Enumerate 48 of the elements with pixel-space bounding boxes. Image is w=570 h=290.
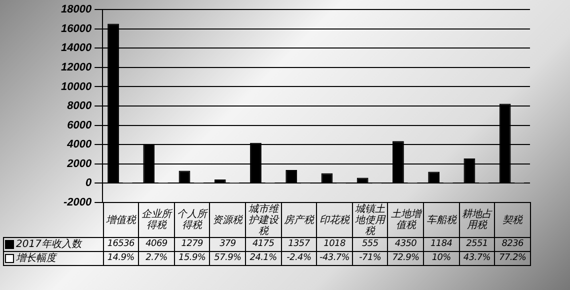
data-label: 77.2%: [494, 252, 530, 266]
y-tick-label: 10000: [60, 80, 92, 93]
data-label: -2.4%: [281, 252, 317, 266]
y-tick-label: 12000: [60, 61, 92, 74]
legend-label: 2017年收入数: [4, 238, 104, 252]
y-tick-label: 18000: [60, 4, 92, 16]
data-label: 10%: [424, 252, 460, 266]
data-label: 1279: [174, 238, 210, 252]
data-label: 72.9%: [388, 252, 424, 266]
data-label: 14.9%: [103, 252, 139, 266]
data-label: 43.7%: [459, 252, 495, 266]
x-tick-label: 资源税: [210, 202, 246, 238]
y-tick-label: 8000: [67, 100, 92, 112]
data-label: 57.9%: [210, 252, 246, 266]
data-label: 379: [210, 238, 246, 252]
data-label: 1357: [281, 238, 317, 252]
data-label: 1018: [316, 238, 352, 252]
data-label: 2551: [459, 238, 495, 252]
data-label: 8236: [494, 238, 530, 252]
data-label: 2.7%: [138, 252, 174, 266]
data-label: 4175: [246, 238, 282, 252]
y-tick-label: 0: [85, 177, 92, 190]
data-label: 1184: [424, 238, 460, 252]
y-tick-label: 14000: [60, 42, 92, 54]
data-label: 24.1%: [246, 252, 282, 266]
x-tick-label: 耕地占用税: [459, 202, 495, 238]
data-label: 4350: [388, 238, 424, 252]
x-tick-label: 企业所得税: [138, 202, 174, 238]
data-label: 4069: [138, 238, 174, 252]
data-label: -43.7%: [316, 252, 352, 266]
legend-label: 增长幅度: [4, 252, 104, 266]
data-label: -71%: [352, 252, 388, 266]
data-label: 16536: [103, 238, 139, 252]
x-tick-label: 城镇土地使用税: [352, 202, 388, 238]
x-tick-label: 车船税: [424, 202, 460, 238]
x-tick-label: 增值税: [103, 202, 139, 238]
y-tick-label: 16000: [60, 22, 92, 35]
y-tick-label: 2000: [66, 158, 92, 170]
x-tick-label: 个人所得税: [174, 202, 210, 238]
x-tick-label: 土地增值税: [388, 202, 424, 238]
y-tick-label: -2000: [63, 196, 92, 208]
y-tick-label: 4000: [66, 138, 92, 151]
data-label: 15.9%: [174, 252, 210, 266]
x-tick-label: 房产税: [281, 202, 317, 238]
x-tick-label: 契税: [494, 202, 530, 238]
data-label: 555: [352, 238, 388, 252]
x-tick-label: 印花税: [316, 202, 352, 238]
y-tick-label: 6000: [67, 119, 92, 132]
